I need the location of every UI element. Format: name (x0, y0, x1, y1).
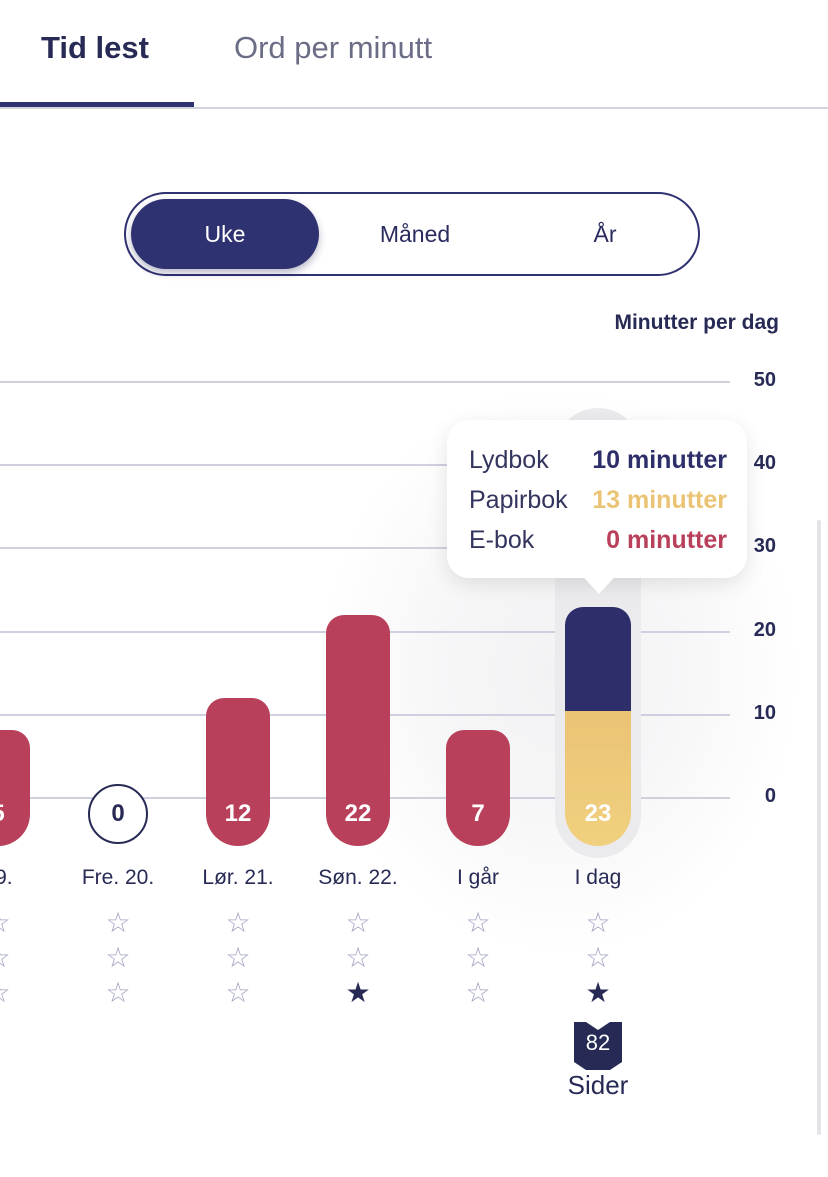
day-label: Fre. 20. (81, 866, 155, 889)
star-empty-icon: ☆ (465, 907, 491, 938)
gridline (0, 381, 730, 383)
bar-value-label: 22 (344, 800, 372, 827)
star-empty-icon: ☆ (585, 942, 611, 973)
bar[interactable] (0, 730, 30, 846)
bar[interactable] (446, 730, 510, 846)
y-tick-label: 10 (753, 701, 776, 724)
day-label: I går (456, 866, 500, 889)
tooltip-label: Papirbok (469, 486, 568, 514)
star-empty-icon: ☆ (0, 978, 18, 1008)
period-month-button[interactable]: Måned (379, 221, 451, 247)
bar-segment-paperbook (565, 710, 631, 846)
star-empty-icon: ☆ (225, 907, 251, 938)
star-empty-icon: ☆ (465, 942, 491, 973)
star-empty-icon: ☆ (105, 942, 131, 973)
tooltip-value: 13 minutter (592, 486, 727, 514)
star-empty-icon: ☆ (225, 977, 251, 1008)
bar-zero-marker[interactable]: 0 (88, 784, 148, 844)
period-selector: Uke Måned År (124, 192, 700, 276)
star-empty-icon: ☆ (225, 942, 251, 973)
bar[interactable] (326, 614, 390, 846)
scrollbar[interactable] (817, 520, 821, 1135)
day-label: 19. (0, 866, 13, 889)
y-tick-label: 40 (753, 452, 776, 475)
bar-value-label: 23 (584, 800, 612, 827)
y-axis-unit-label: Minutter per dag (614, 311, 779, 334)
gridline (0, 464, 730, 467)
bar-segment-audiobook (565, 606, 631, 711)
period-year-button[interactable]: År (593, 221, 617, 247)
content-background (0, 110, 828, 1177)
bar[interactable] (206, 698, 270, 846)
tab-bar: Tid lest Ord per minutt (0, 0, 828, 110)
y-tick-label: 0 (764, 785, 776, 807)
tooltip-value: 0 minutter (606, 526, 727, 554)
tooltip-pointer (577, 570, 621, 594)
pages-label: Sider (567, 1070, 629, 1100)
star-empty-icon: ☆ (0, 943, 18, 973)
tooltip-label: E-bok (469, 526, 535, 554)
y-tick-label: 20 (753, 618, 776, 641)
period-week-button[interactable]: Uke (131, 199, 319, 269)
star-filled-icon: ★ (585, 977, 611, 1008)
book-badge-icon (574, 1022, 622, 1070)
bar-today[interactable] (565, 606, 631, 846)
tooltip-value: 10 minutter (592, 446, 727, 474)
tooltip-label: Lydbok (469, 446, 549, 474)
y-tick-label: 30 (753, 535, 776, 558)
bar-value-label: 12 (224, 800, 252, 827)
y-tick-label: 50 (753, 369, 776, 391)
today-breakdown-tooltip: Lydbok 10 minutter Papirbok 13 minutter … (447, 420, 747, 578)
pages-count: 82 (585, 1030, 611, 1055)
day-label: Lør. 21. (202, 866, 274, 889)
star-filled-icon: ★ (345, 977, 371, 1008)
star-empty-icon: ☆ (105, 907, 131, 938)
tab-words-per-minute[interactable]: Ord per minutt (234, 30, 433, 65)
active-tab-indicator (0, 102, 194, 109)
star-empty-icon: ☆ (0, 908, 18, 938)
bar-value-label: 5 (0, 800, 30, 828)
star-empty-icon: ☆ (345, 907, 371, 938)
gridline (0, 547, 730, 550)
star-empty-icon: ☆ (345, 942, 371, 973)
day-label: I dag (574, 866, 622, 889)
tab-time-read[interactable]: Tid lest (41, 30, 149, 65)
star-empty-icon: ☆ (585, 907, 611, 938)
star-empty-icon: ☆ (105, 977, 131, 1008)
star-empty-icon: ☆ (465, 977, 491, 1008)
bar-value-label: 7 (471, 800, 485, 827)
tab-divider (0, 107, 828, 109)
day-label: Søn. 22. (318, 866, 398, 889)
